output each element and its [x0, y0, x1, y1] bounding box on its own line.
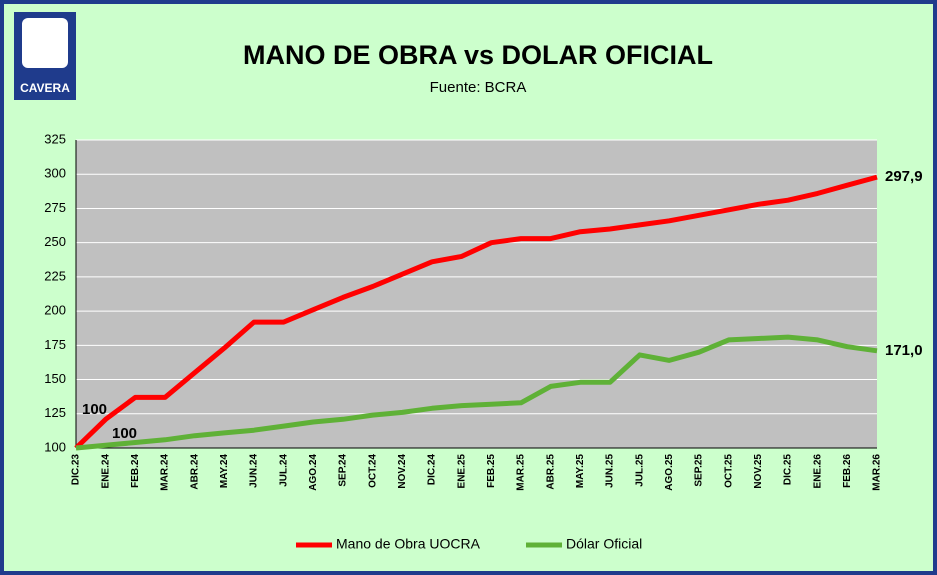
logo-text: CAVERA [20, 81, 70, 95]
x-tick-label: NOV.24 [397, 454, 408, 489]
y-tick-label: 175 [44, 337, 66, 352]
x-tick-label: AGO.24 [308, 454, 319, 491]
x-tick-label: MAY.24 [219, 454, 230, 489]
series-line [75, 334, 878, 451]
x-tick-label: FEB.26 [842, 454, 853, 488]
x-tick-label: ABR.25 [545, 454, 556, 490]
y-tick-label: 325 [44, 131, 66, 146]
x-tick-label: MAY.25 [575, 454, 586, 489]
chart-title: MANO DE OBRA vs DOLAR OFICIAL [243, 40, 713, 70]
data-label: 171,0 [885, 342, 923, 359]
data-label: 297,9 [885, 168, 923, 185]
x-tick-label: JUL.24 [278, 454, 289, 487]
series-line [74, 174, 878, 450]
x-tick-label: JUN.24 [249, 454, 260, 488]
x-tick-label: SEP.25 [694, 454, 705, 487]
y-tick-label: 200 [44, 303, 66, 318]
x-tick-label: AGO.25 [664, 454, 675, 491]
data-label: 100 [112, 425, 137, 442]
y-tick-label: 150 [44, 371, 66, 386]
x-tick-label: ENE.25 [456, 454, 467, 489]
y-tick-label: 275 [44, 200, 66, 215]
x-tick-label: ABR.24 [189, 454, 200, 490]
x-tick-label: NOV.25 [753, 454, 764, 489]
x-tick-label: DIC.25 [783, 454, 794, 486]
x-tick-label: DIC.24 [427, 454, 438, 486]
chart-subtitle: Fuente: BCRA [430, 79, 527, 96]
x-tick-label: OCT.24 [367, 454, 378, 488]
x-tick-label: MAR.25 [516, 454, 527, 491]
y-tick-label: 125 [44, 405, 66, 420]
x-tick-label: JUN.25 [605, 454, 616, 488]
x-tick-label: ENE.26 [812, 454, 823, 489]
legend-label: Dólar Oficial [566, 536, 642, 552]
y-tick-label: 225 [44, 268, 66, 283]
y-tick-label: 300 [44, 166, 66, 181]
y-tick-label: 250 [44, 234, 66, 249]
x-tick-label: SEP.24 [338, 454, 349, 487]
x-tick-label: JUL.25 [634, 454, 645, 487]
plot-area [76, 140, 877, 448]
logo-icon [22, 18, 68, 68]
x-tick-label: OCT.25 [723, 454, 734, 488]
data-label: 100 [82, 401, 107, 418]
x-tick-label: MAR.26 [872, 454, 883, 491]
x-tick-label: FEB.24 [130, 454, 141, 488]
x-tick-label: FEB.25 [486, 454, 497, 488]
legend-label: Mano de Obra UOCRA [336, 536, 481, 552]
x-tick-label: DIC.23 [71, 454, 82, 486]
y-tick-label: 100 [44, 439, 66, 454]
x-tick-label: ENE.24 [100, 454, 111, 489]
x-tick-label: MAR.24 [160, 454, 171, 491]
